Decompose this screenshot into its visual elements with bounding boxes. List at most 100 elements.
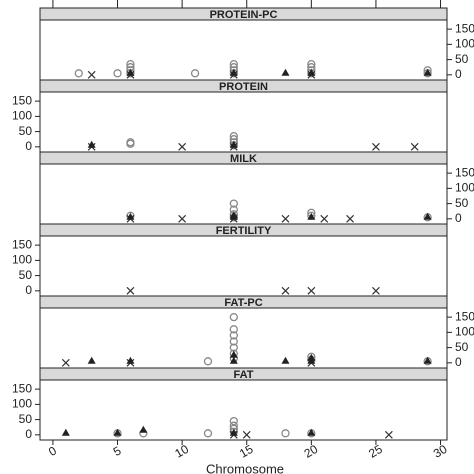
panel	[39, 19, 448, 81]
point-cross	[384, 430, 393, 439]
point-triangle	[281, 356, 290, 364]
point-cross	[242, 430, 251, 439]
point-triangle	[229, 350, 238, 358]
point-cross	[307, 286, 316, 295]
y-tick-label: 100	[12, 253, 32, 267]
x-axis-label: Chromosome	[206, 461, 284, 474]
y-tick-label: 100	[455, 181, 474, 195]
y-tick-label: 50	[455, 52, 469, 66]
point-circle	[203, 357, 213, 366]
point-triangle	[307, 68, 316, 76]
y-tick-label: 0	[25, 283, 32, 297]
point-cross	[281, 214, 290, 223]
point-cross	[281, 286, 290, 295]
point-triangle	[307, 212, 316, 220]
y-tick-label: 150	[455, 165, 474, 179]
point-cross	[346, 214, 355, 223]
point-cross	[126, 286, 135, 295]
y-tick-label: 150	[455, 309, 474, 323]
point-circle	[307, 60, 316, 69]
point-triangle	[139, 425, 148, 433]
y-tick-label: 150	[12, 93, 32, 107]
point-triangle	[87, 356, 96, 364]
y-tick-label: 100	[12, 109, 32, 123]
panel-title: FERTILITY	[216, 225, 272, 237]
point-triangle	[229, 356, 238, 364]
y-tick-label: 0	[455, 211, 462, 225]
panel	[39, 307, 448, 369]
x-tick-label: 25	[366, 442, 385, 461]
x-tick-label: 20	[302, 442, 321, 461]
x-tick-label: 10	[172, 442, 191, 461]
point-cross	[410, 142, 419, 151]
y-tick-label: 100	[455, 325, 474, 339]
y-tick-label: 50	[19, 412, 33, 426]
point-triangle	[423, 212, 432, 220]
point-triangle	[61, 428, 70, 436]
y-tick-label: 150	[12, 237, 32, 251]
point-cross	[178, 214, 187, 223]
point-triangle	[229, 68, 238, 76]
point-cross	[372, 142, 380, 151]
y-tick-label: 150	[12, 381, 32, 395]
panel-title: MILK	[230, 153, 257, 165]
point-circle	[229, 325, 238, 334]
panel	[39, 379, 448, 441]
point-cross	[320, 214, 329, 223]
panel-title: PROTEIN	[219, 81, 268, 93]
point-triangle	[126, 68, 135, 76]
y-tick-label: 150	[455, 21, 474, 35]
point-triangle	[307, 428, 316, 436]
y-tick-label: 100	[455, 37, 474, 51]
point-circle	[74, 69, 83, 78]
point-cross	[61, 358, 70, 367]
y-tick-label: 0	[25, 427, 32, 441]
point-cross	[178, 142, 187, 151]
point-circle	[229, 337, 238, 346]
point-triangle	[229, 211, 238, 219]
x-tick-label: 5	[111, 443, 124, 459]
point-circle	[229, 132, 238, 141]
panel-title: FAT	[234, 369, 254, 381]
point-circle	[126, 60, 135, 69]
point-triangle	[87, 140, 96, 148]
point-triangle	[229, 428, 238, 436]
y-tick-label: 0	[25, 139, 32, 153]
x-tick-label: 30	[431, 442, 450, 461]
panel-title: FAT-PC	[224, 297, 262, 309]
y-tick-label: 0	[455, 67, 462, 81]
point-circle	[229, 416, 238, 426]
point-triangle	[229, 140, 238, 148]
point-circle	[203, 429, 213, 438]
panel	[39, 91, 448, 153]
x-tick-label: 0	[46, 443, 59, 459]
y-tick-label: 0	[455, 355, 462, 369]
y-tick-label: 100	[12, 397, 32, 411]
y-tick-label: 50	[19, 124, 33, 138]
panel	[39, 163, 448, 225]
x-tick-label: 15	[237, 442, 256, 461]
panel	[39, 235, 448, 297]
point-circle	[229, 331, 238, 340]
point-triangle	[113, 428, 122, 436]
point-cross	[87, 70, 96, 79]
panel-title: PROTEIN-PC	[210, 9, 278, 21]
y-tick-label: 50	[455, 196, 469, 210]
point-triangle	[307, 353, 316, 361]
y-tick-label: 50	[19, 268, 33, 282]
point-triangle	[126, 212, 135, 220]
point-triangle	[423, 68, 432, 76]
point-circle	[190, 69, 200, 78]
point-triangle	[126, 356, 135, 364]
y-tick-label: 50	[455, 340, 469, 354]
point-triangle	[281, 68, 290, 76]
point-circle	[113, 69, 122, 78]
point-circle	[229, 60, 238, 69]
point-circle	[229, 199, 238, 208]
point-circle	[229, 312, 238, 322]
point-circle	[126, 138, 135, 147]
point-triangle	[423, 356, 432, 364]
point-cross	[372, 286, 380, 295]
